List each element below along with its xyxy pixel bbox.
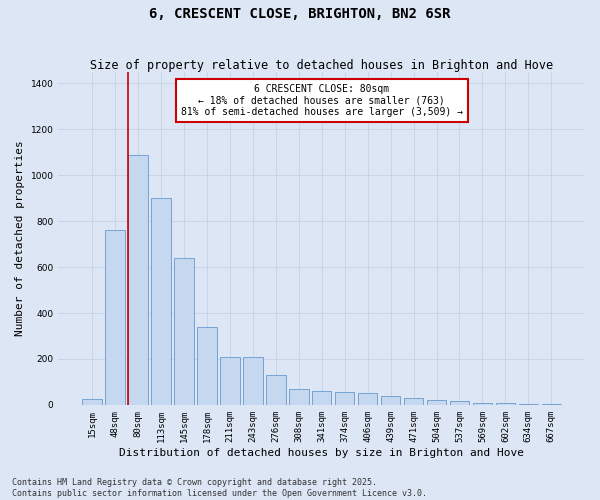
Bar	[289, 389, 308, 405]
Bar	[220, 356, 239, 405]
Bar	[450, 402, 469, 405]
Text: Contains HM Land Registry data © Crown copyright and database right 2025.
Contai: Contains HM Land Registry data © Crown c…	[12, 478, 427, 498]
Bar	[542, 404, 561, 405]
Bar	[427, 400, 446, 405]
Bar	[82, 399, 102, 405]
Bar	[243, 356, 263, 405]
Bar	[335, 392, 355, 405]
Bar	[151, 198, 171, 405]
Text: 6 CRESCENT CLOSE: 80sqm
← 18% of detached houses are smaller (763)
81% of semi-d: 6 CRESCENT CLOSE: 80sqm ← 18% of detache…	[181, 84, 463, 117]
Title: Size of property relative to detached houses in Brighton and Hove: Size of property relative to detached ho…	[90, 59, 553, 72]
Y-axis label: Number of detached properties: Number of detached properties	[15, 140, 25, 336]
Bar	[518, 404, 538, 405]
Bar	[266, 375, 286, 405]
Bar	[197, 327, 217, 405]
Bar	[381, 396, 400, 405]
Bar	[106, 230, 125, 405]
Bar	[404, 398, 424, 405]
Bar	[473, 402, 492, 405]
Bar	[128, 154, 148, 405]
Bar	[358, 394, 377, 405]
Text: 6, CRESCENT CLOSE, BRIGHTON, BN2 6SR: 6, CRESCENT CLOSE, BRIGHTON, BN2 6SR	[149, 8, 451, 22]
Bar	[312, 391, 331, 405]
X-axis label: Distribution of detached houses by size in Brighton and Hove: Distribution of detached houses by size …	[119, 448, 524, 458]
Bar	[496, 402, 515, 405]
Bar	[174, 258, 194, 405]
